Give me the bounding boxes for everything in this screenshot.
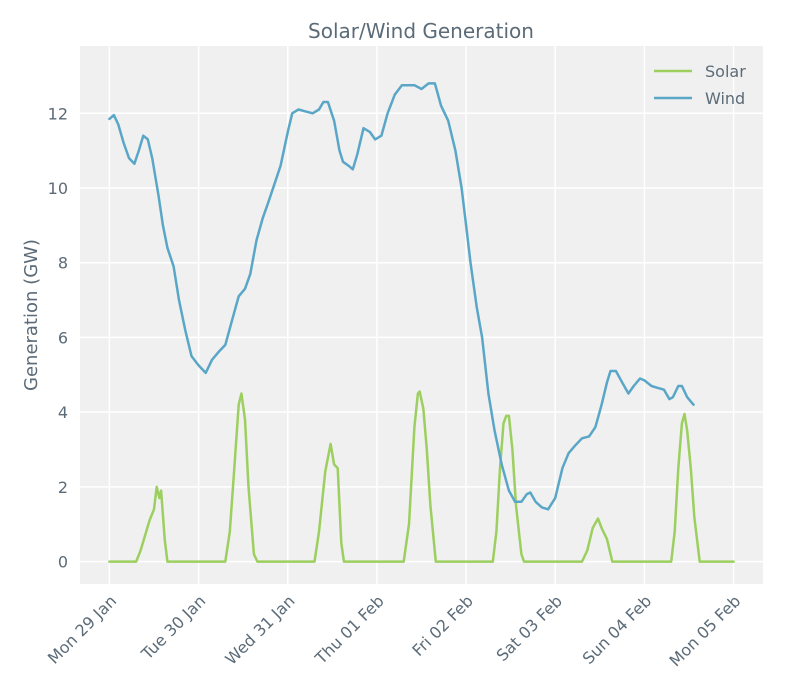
legend-label-solar: Solar: [705, 62, 746, 81]
x-tick-label: Mon 29 Jan: [44, 591, 120, 667]
y-tick-label: 12: [48, 104, 68, 123]
y-tick-label: 8: [58, 254, 68, 273]
chart-title: Solar/Wind Generation: [308, 19, 534, 43]
series-layer: [108, 82, 735, 563]
x-tick-label: Tue 30 Jan: [137, 591, 210, 664]
x-tick-label: Mon 05 Feb: [665, 591, 744, 670]
series-line-solar: [108, 390, 735, 563]
x-tick-label: Wed 31 Jan: [221, 591, 298, 668]
legend-label-wind: Wind: [705, 89, 745, 108]
x-tick-label: Sat 03 Feb: [492, 591, 566, 665]
y-tick-label: 0: [58, 553, 68, 572]
y-tick-label: 2: [58, 478, 68, 497]
plot-area: [80, 46, 763, 584]
y-tick-label: 6: [58, 328, 68, 347]
series-line-wind: [108, 82, 695, 511]
x-tick-label: Thu 01 Feb: [311, 591, 388, 668]
x-tick-label: Fri 02 Feb: [408, 591, 477, 660]
y-tick-label: 4: [58, 403, 68, 422]
grid: [80, 46, 763, 584]
x-tick-label: Sun 04 Feb: [579, 591, 656, 668]
x-axis: Mon 29 Jan Tue 30 Jan Wed 31 Jan Thu 01 Feb…: [44, 591, 744, 670]
y-tick-label: 10: [48, 179, 68, 198]
legend: Solar Wind: [654, 62, 746, 108]
y-axis-label: Generation (GW): [21, 239, 42, 391]
y-axis: 0 2 4 6 8 10 12: [48, 104, 68, 571]
